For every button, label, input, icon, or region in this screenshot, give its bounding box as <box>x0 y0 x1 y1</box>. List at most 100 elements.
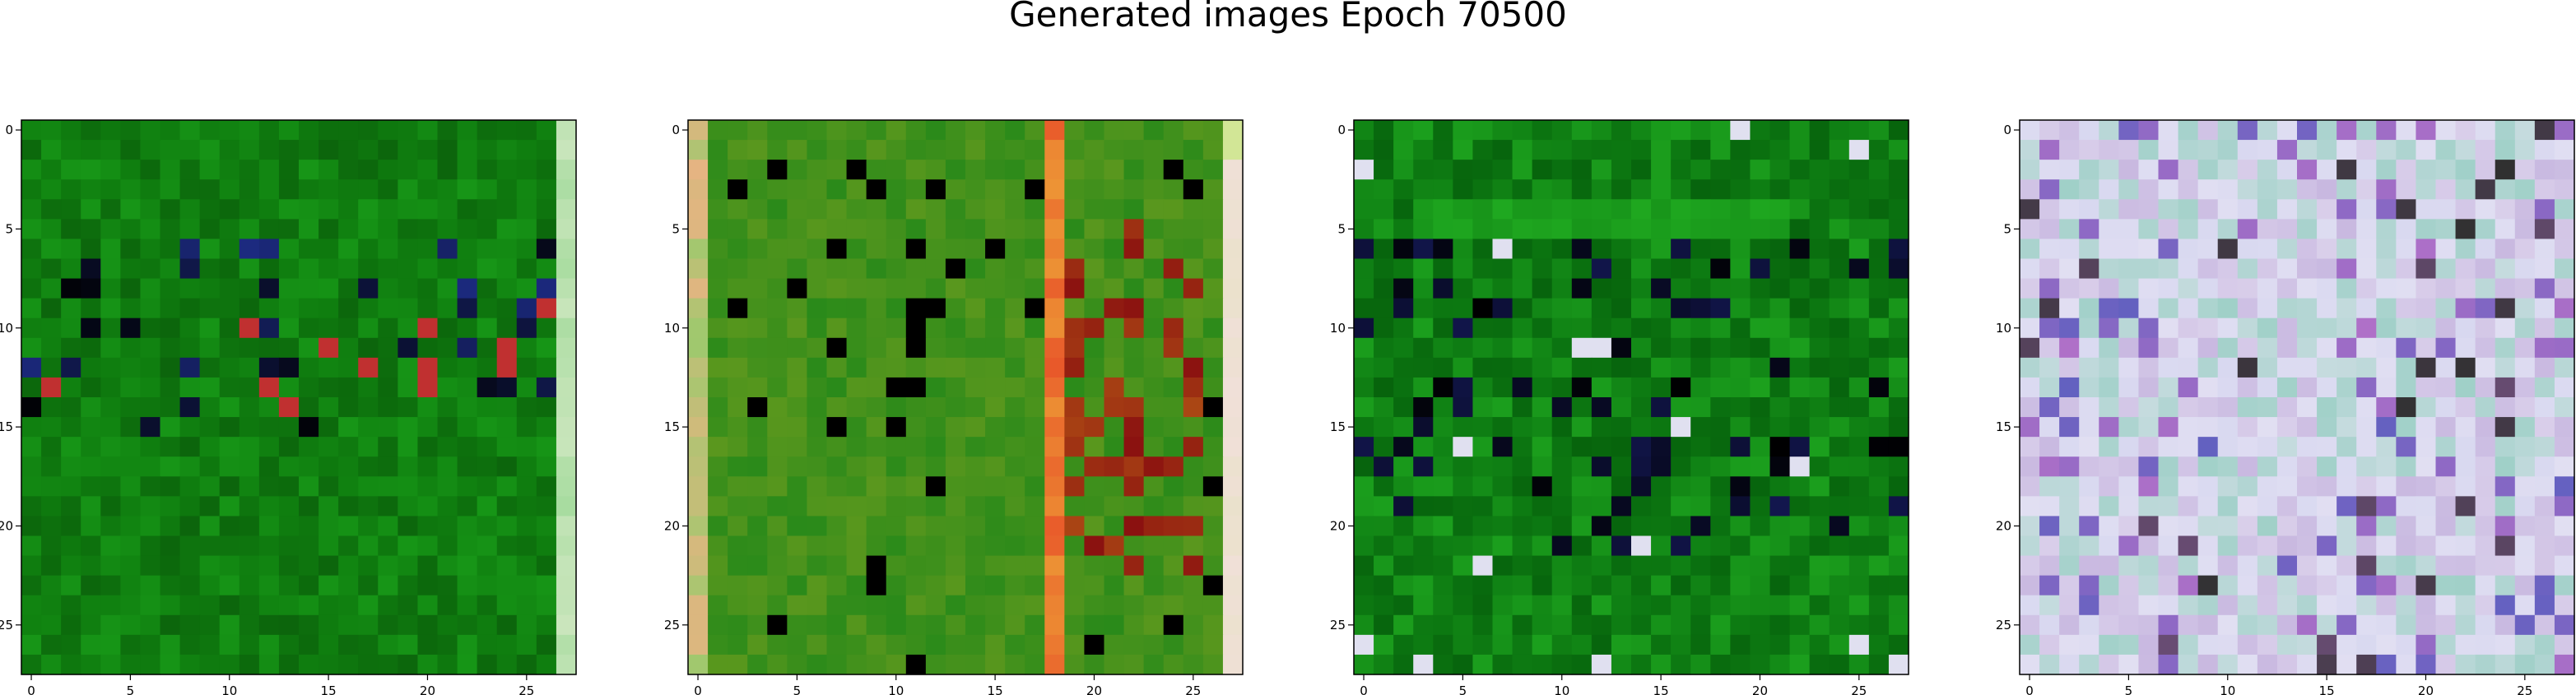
pixel-cell <box>2534 417 2555 438</box>
pixel-cell <box>2514 219 2536 240</box>
pixel-cell <box>1532 397 1553 418</box>
pixel-cell <box>1571 634 1593 656</box>
pixel-cell <box>728 219 748 240</box>
pixel-cell <box>2257 437 2278 457</box>
pixel-cell <box>2396 160 2417 180</box>
pixel-cell <box>1829 140 1850 160</box>
pixel-cell <box>1453 476 1474 497</box>
pixel-cell <box>2337 595 2357 616</box>
pixel-cell <box>2138 140 2160 160</box>
pixel-cell <box>1551 417 1573 438</box>
pixel-cell <box>358 437 379 457</box>
pixel-cell <box>2534 614 2555 636</box>
pixel-cell <box>1143 555 1165 577</box>
pixel-cell <box>1591 258 1612 280</box>
pixel-cell <box>219 634 240 656</box>
pixel-cell <box>965 239 986 260</box>
pixel-cell <box>1611 140 1632 160</box>
pixel-cell <box>728 535 748 557</box>
pixel-cell <box>866 258 887 280</box>
pixel-cell <box>2534 397 2555 418</box>
pixel-cell <box>1532 278 1553 299</box>
pixel-cell <box>2276 199 2298 220</box>
pixel-cell <box>536 337 557 359</box>
pixel-cell <box>437 239 458 260</box>
pixel-cell <box>378 219 398 240</box>
pixel-cell <box>945 417 966 438</box>
pixel-cell <box>2039 575 2060 596</box>
pixel-cell <box>556 120 577 141</box>
pixel-cell <box>1611 595 1632 616</box>
pixel-cell <box>2118 516 2140 537</box>
pixel-cell <box>556 219 577 240</box>
pixel-cell <box>2475 476 2496 497</box>
pixel-cell <box>1730 654 1751 675</box>
pixel-cell <box>2455 179 2476 200</box>
pixel-cell <box>556 179 577 200</box>
pixel-cell <box>2178 357 2199 378</box>
pixel-cell <box>1848 516 1870 537</box>
pixel-cell <box>925 516 946 537</box>
pixel-cell <box>2197 555 2219 577</box>
pixel-cell <box>219 377 240 398</box>
pixel-cell <box>1730 555 1751 577</box>
pixel-cell <box>1433 239 1453 260</box>
pixel-cell <box>1868 179 1890 200</box>
pixel-cell <box>2514 239 2536 260</box>
pixel-cell <box>219 417 240 438</box>
pixel-cell <box>1532 634 1553 656</box>
pixel-cell <box>2079 120 2099 141</box>
pixel-cell <box>2317 654 2337 675</box>
pixel-cell <box>2495 595 2516 616</box>
pixel-cell <box>1104 575 1125 596</box>
pixel-cell <box>1551 160 1573 180</box>
pixel-cell <box>1143 634 1165 656</box>
pixel-cell <box>1671 357 1691 378</box>
pixel-cell <box>708 535 728 557</box>
pixel-cell <box>1809 595 1830 616</box>
axes-frame <box>1353 119 1909 675</box>
pixel-cell <box>2514 595 2536 616</box>
pixel-cell <box>1769 337 1791 359</box>
pixel-cell <box>985 555 1006 577</box>
pixel-cell <box>120 516 142 537</box>
pixel-cell <box>338 437 359 457</box>
pixel-cell <box>496 516 518 537</box>
pixel-cell <box>2197 357 2219 378</box>
pixel-cell <box>1413 120 1434 141</box>
pixel-cell <box>1591 614 1612 636</box>
pixel-cell <box>2257 298 2278 319</box>
pixel-cell <box>398 239 419 260</box>
pixel-cell <box>1591 357 1612 378</box>
pixel-cell <box>2317 199 2337 220</box>
pixel-cell <box>2396 535 2417 557</box>
pixel-cell <box>1512 614 1533 636</box>
pixel-cell <box>378 496 398 517</box>
pixel-cell <box>1690 555 1711 577</box>
pixel-cell <box>1532 199 1553 220</box>
pixel-cell <box>239 417 260 438</box>
pixel-cell <box>2396 634 2417 656</box>
pixel-cell <box>219 317 240 339</box>
pixel-cell <box>496 337 518 359</box>
pixel-cell <box>826 317 848 339</box>
pixel-cell <box>258 278 280 299</box>
pixel-cell <box>1354 160 1374 180</box>
pixel-cell <box>708 476 728 497</box>
pixel-cell <box>866 298 887 319</box>
pixel-cell <box>2435 219 2457 240</box>
pixel-cell <box>1123 535 1145 557</box>
pixel-cell <box>21 377 42 398</box>
pixel-cell <box>2138 516 2160 537</box>
pixel-cell <box>1025 278 1045 299</box>
pixel-cell <box>2020 258 2040 280</box>
pixel-cell <box>1571 456 1593 477</box>
pixel-cell <box>1393 219 1414 240</box>
pixel-cell <box>886 516 907 537</box>
pixel-cell <box>2317 634 2337 656</box>
pixel-cell <box>2099 298 2119 319</box>
pixel-cell <box>2118 258 2140 280</box>
pixel-cell <box>219 654 240 675</box>
pixel-cell <box>1374 298 1394 319</box>
